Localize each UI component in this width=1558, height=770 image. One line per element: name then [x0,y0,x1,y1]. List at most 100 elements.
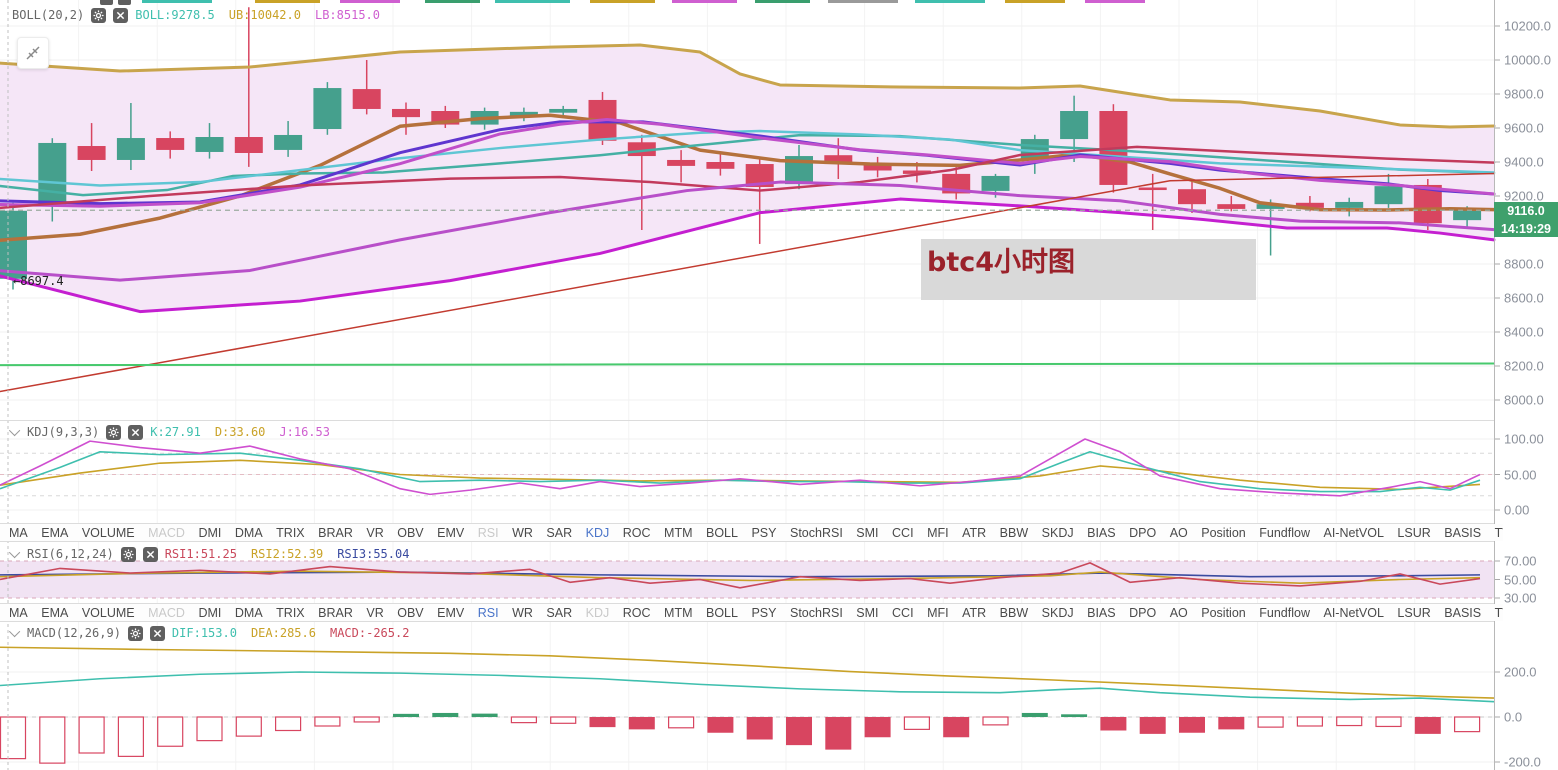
tab-kdj[interactable]: KDJ [585,525,610,540]
tab-skdj[interactable]: SKDJ [1041,525,1074,540]
tab-obv[interactable]: OBV [397,605,424,620]
tab-macd[interactable]: MACD [148,605,185,620]
tab-cci[interactable]: CCI [892,605,914,620]
tab-ma[interactable]: MA [9,525,28,540]
tab-fundflow[interactable]: Fundflow [1259,525,1310,540]
tab-sar[interactable]: SAR [546,525,573,540]
axis-tick-label: 9200.0 [1504,188,1544,204]
panel-divider[interactable] [0,420,1494,421]
axis-tick-label: 8600.0 [1504,290,1544,306]
tab-atr[interactable]: ATR [962,605,987,620]
indicator-close-button[interactable] [118,0,131,5]
tab-brar[interactable]: BRAR [318,605,353,620]
tab-ao[interactable]: AO [1169,605,1188,620]
indicator-value: RSI1:51.25 [164,547,237,561]
close-icon [117,11,125,19]
tab-dma[interactable]: DMA [234,525,263,540]
panel-divider[interactable] [0,603,1494,604]
tab-roc[interactable]: ROC [622,525,651,540]
clipped-text-fragment [755,0,810,3]
indicator-close-button[interactable] [113,7,129,23]
tab-atr[interactable]: ATR [962,525,987,540]
tab-kdj[interactable]: KDJ [585,605,610,620]
price-axis-line[interactable] [1494,0,1495,770]
indicator-values: RSI1:51.25 RSI2:52.39 RSI3:55.04 [165,547,410,561]
indicator-settings-button[interactable] [127,625,143,641]
tab-bbw[interactable]: BBW [999,605,1029,620]
indicator-settings-button[interactable] [91,7,107,23]
tab-volume[interactable]: VOLUME [81,605,135,620]
tab-obv[interactable]: OBV [397,525,424,540]
axis-tick-label: 30.00 [1504,590,1537,606]
tab-ma[interactable]: MA [9,605,28,620]
tab-dma[interactable]: DMA [234,605,263,620]
indicator-close-button[interactable] [142,546,158,562]
tab-boll[interactable]: BOLL [706,525,738,540]
tab-brar[interactable]: BRAR [318,525,353,540]
tab-smi[interactable]: SMI [856,605,879,620]
tab-rsi[interactable]: RSI [477,525,499,540]
tab-lsur[interactable]: LSUR [1397,525,1431,540]
panel-divider [0,621,1494,622]
indicator-close-button[interactable] [149,625,165,641]
tab-mtm[interactable]: MTM [664,605,693,620]
tab-ai-netvol[interactable]: AI-NetVOL [1323,605,1384,620]
tab-volume[interactable]: VOLUME [81,525,135,540]
tab-boll[interactable]: BOLL [706,605,738,620]
tab-basis[interactable]: BASIS [1444,605,1482,620]
tab-trix[interactable]: TRIX [276,605,305,620]
tab-trix[interactable]: TRIX [276,525,305,540]
tab-dmi[interactable]: DMI [198,605,222,620]
tab-tvolume[interactable]: TVolume [1494,525,1503,540]
tab-ao[interactable]: AO [1169,525,1188,540]
tab-psy[interactable]: PSY [751,525,777,540]
boll-indicator-header: BOLL(20,2) BOLL:9278.5 UB:10042.0 LB:8515.… [12,7,380,23]
clipped-text-fragment [255,0,320,3]
indicator-settings-button[interactable] [120,546,136,562]
tab-ema[interactable]: EMA [41,525,69,540]
tab-mtm[interactable]: MTM [664,525,693,540]
axis-tick-label: 8800.0 [1504,256,1544,272]
tab-bbw[interactable]: BBW [999,525,1029,540]
tab-emv[interactable]: EMV [437,605,465,620]
tab-position[interactable]: Position [1201,525,1246,540]
tab-tvolume[interactable]: TVolume [1494,605,1503,620]
tab-stochrsi[interactable]: StochRSI [789,525,843,540]
trendline-draw-icon [26,46,40,60]
tab-smi[interactable]: SMI [856,525,879,540]
tab-vr[interactable]: VR [366,605,384,620]
tab-position[interactable]: Position [1201,605,1246,620]
indicator-settings-button[interactable] [106,424,122,440]
indicator-close-button[interactable] [128,424,144,440]
tab-vr[interactable]: VR [366,525,384,540]
tab-fundflow[interactable]: Fundflow [1259,605,1310,620]
panel-divider[interactable] [0,523,1494,524]
tab-dpo[interactable]: DPO [1129,525,1157,540]
tab-rsi[interactable]: RSI [477,605,499,620]
tab-macd[interactable]: MACD [148,525,185,540]
tab-sar[interactable]: SAR [546,605,573,620]
indicator-settings-button[interactable] [100,0,113,5]
tab-ai-netvol[interactable]: AI-NetVOL [1323,525,1384,540]
tab-ema[interactable]: EMA [41,605,69,620]
gear-icon [93,9,104,21]
tab-psy[interactable]: PSY [751,605,777,620]
tab-dpo[interactable]: DPO [1129,605,1157,620]
tab-stochrsi[interactable]: StochRSI [789,605,843,620]
tab-wr[interactable]: WR [512,525,533,540]
tab-bias[interactable]: BIAS [1087,605,1116,620]
tab-wr[interactable]: WR [512,605,533,620]
tab-mfi[interactable]: MFI [927,605,949,620]
tab-mfi[interactable]: MFI [927,525,949,540]
draw-trendline-tool-button[interactable] [17,37,49,69]
axis-tick-label: 9800.0 [1504,86,1544,102]
tab-basis[interactable]: BASIS [1444,525,1482,540]
tab-emv[interactable]: EMV [437,525,465,540]
tab-cci[interactable]: CCI [892,525,914,540]
tab-lsur[interactable]: LSUR [1397,605,1431,620]
tab-roc[interactable]: ROC [622,605,651,620]
tab-bias[interactable]: BIAS [1087,525,1116,540]
tab-dmi[interactable]: DMI [198,525,222,540]
tab-skdj[interactable]: SKDJ [1041,605,1074,620]
